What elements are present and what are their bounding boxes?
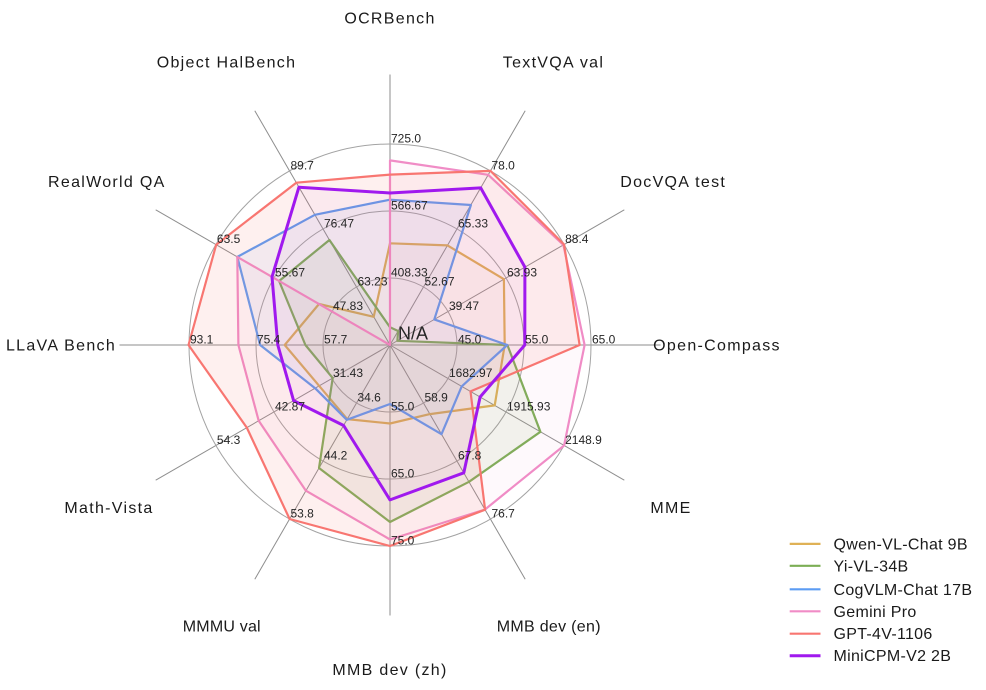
svg-text:58.9: 58.9 xyxy=(425,391,449,405)
svg-text:CogVLM-Chat 17B: CogVLM-Chat 17B xyxy=(834,582,973,599)
svg-text:65.0: 65.0 xyxy=(592,333,616,347)
svg-text:OCRBench: OCRBench xyxy=(344,11,435,28)
svg-text:LLaVA Bench: LLaVA Bench xyxy=(6,338,116,355)
svg-text:MMB dev (zh): MMB dev (zh) xyxy=(332,662,447,679)
svg-text:53.8: 53.8 xyxy=(291,507,315,521)
svg-text:55.67: 55.67 xyxy=(275,266,305,280)
svg-text:Open-Compass: Open-Compass xyxy=(653,338,781,355)
svg-text:65.0: 65.0 xyxy=(391,467,415,481)
svg-text:2148.9: 2148.9 xyxy=(565,433,602,447)
svg-text:93.1: 93.1 xyxy=(190,333,214,347)
svg-text:408.33: 408.33 xyxy=(391,266,428,280)
svg-text:TextVQA val: TextVQA val xyxy=(503,54,604,71)
svg-text:1682.97: 1682.97 xyxy=(449,366,493,380)
svg-text:GPT-4V-1106: GPT-4V-1106 xyxy=(834,626,933,643)
svg-text:31.43: 31.43 xyxy=(333,366,363,380)
svg-text:52.67: 52.67 xyxy=(425,275,455,289)
svg-text:Math-Vista: Math-Vista xyxy=(64,500,153,517)
svg-text:63.5: 63.5 xyxy=(217,232,241,246)
svg-text:DocVQA test: DocVQA test xyxy=(620,174,726,191)
svg-text:RealWorld QA: RealWorld QA xyxy=(48,174,166,191)
svg-text:N/A: N/A xyxy=(398,324,428,344)
svg-text:76.47: 76.47 xyxy=(324,217,354,231)
svg-text:89.7: 89.7 xyxy=(291,158,315,172)
svg-text:67.8: 67.8 xyxy=(458,449,482,463)
svg-text:39.47: 39.47 xyxy=(449,299,479,313)
svg-text:76.7: 76.7 xyxy=(492,507,516,521)
svg-text:65.33: 65.33 xyxy=(458,217,488,231)
svg-text:55.0: 55.0 xyxy=(391,400,415,414)
svg-text:75.4: 75.4 xyxy=(257,333,281,347)
svg-text:88.4: 88.4 xyxy=(565,232,589,246)
svg-text:725.0: 725.0 xyxy=(391,132,421,146)
svg-text:55.0: 55.0 xyxy=(525,333,549,347)
svg-text:Qwen-VL-Chat 9B: Qwen-VL-Chat 9B xyxy=(834,536,968,553)
svg-text:566.67: 566.67 xyxy=(391,199,428,213)
svg-text:63.93: 63.93 xyxy=(507,266,537,280)
svg-text:47.83: 47.83 xyxy=(333,299,363,313)
svg-text:45.0: 45.0 xyxy=(458,333,482,347)
svg-text:MME: MME xyxy=(650,500,691,517)
svg-text:1915.93: 1915.93 xyxy=(507,400,551,414)
svg-text:75.0: 75.0 xyxy=(391,534,415,548)
svg-text:34.6: 34.6 xyxy=(358,391,382,405)
svg-text:78.0: 78.0 xyxy=(492,158,516,172)
svg-text:Gemini Pro: Gemini Pro xyxy=(834,604,917,621)
svg-text:42.87: 42.87 xyxy=(275,400,305,414)
svg-text:57.7: 57.7 xyxy=(324,333,348,347)
svg-text:54.3: 54.3 xyxy=(217,433,241,447)
svg-text:63.23: 63.23 xyxy=(358,275,388,289)
svg-text:MMB dev (en): MMB dev (en) xyxy=(497,619,601,636)
svg-text:MiniCPM-V2 2B: MiniCPM-V2 2B xyxy=(834,648,952,665)
svg-text:Object HalBench: Object HalBench xyxy=(157,54,297,71)
svg-text:Yi-VL-34B: Yi-VL-34B xyxy=(834,558,909,575)
svg-text:44.2: 44.2 xyxy=(324,449,348,463)
svg-text:MMMU val: MMMU val xyxy=(183,619,261,636)
